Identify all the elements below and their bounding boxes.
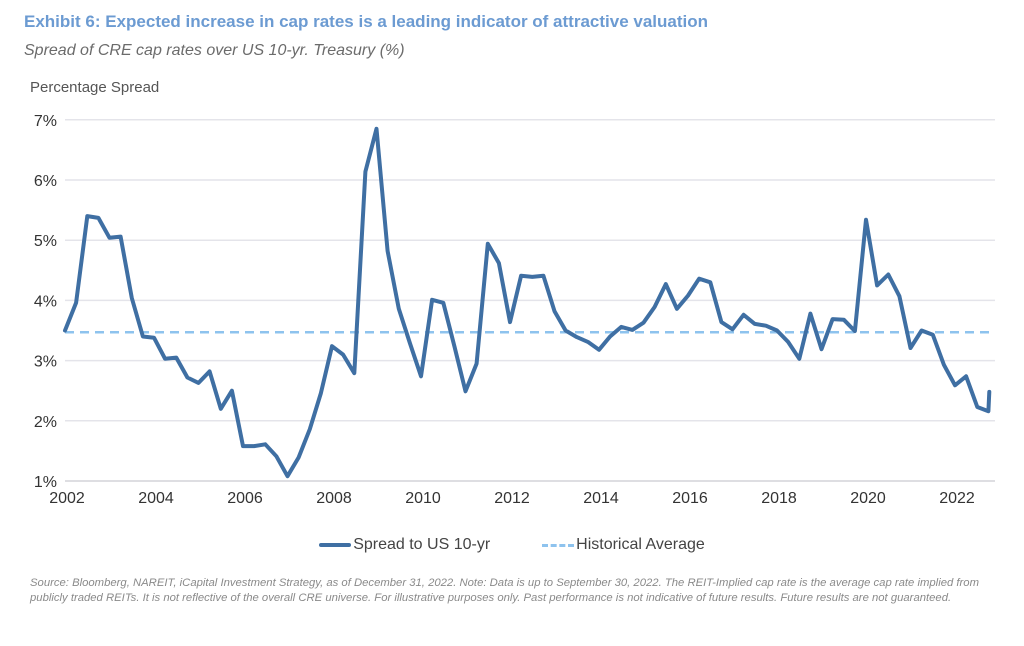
x-tick-label: 2010 [405,490,441,507]
x-tick-label: 2014 [583,490,619,507]
legend: Spread to US 10-yr Historical Average [0,536,1024,554]
y-tick-label: 4% [34,293,57,310]
legend-swatch-solid [319,543,352,547]
legend-label: Spread to US 10-yr [353,536,491,553]
legend-swatch-dashed [542,543,575,547]
spread-series-line [63,126,992,479]
x-tick-label: 2004 [138,490,174,507]
y-tick-label: 7% [34,113,57,130]
y-axis-label: Percentage Spread [30,79,160,96]
legend-item-average: Historical Average [542,536,705,554]
y-tick-label: 6% [34,173,57,190]
x-tick-label: 2006 [227,490,263,507]
legend-label: Historical Average [576,536,705,553]
source-footnote: Source: Bloomberg, NAREIT, iCapital Inve… [30,577,979,604]
y-tick-label: 3% [34,354,57,371]
x-tick-label: 2016 [672,490,708,507]
y-tick-label: 2% [34,414,57,431]
y-tick-label: 5% [34,233,57,250]
x-tick-label: 2002 [49,490,85,507]
x-tick-label: 2018 [761,490,797,507]
x-tick-label: 2020 [850,490,886,507]
chart-title: Exhibit 6: Expected increase in cap rate… [24,12,709,31]
x-tick-label: 2022 [939,490,975,507]
y-tick-label: 1% [34,474,57,491]
chart-subtitle: Spread of CRE cap rates over US 10-yr. T… [24,42,405,59]
x-tick-label: 2008 [316,490,352,507]
x-tick-label: 2012 [494,490,530,507]
legend-item-spread: Spread to US 10-yr [319,536,490,554]
line-chart: 1% 2% 3% 4% 5% 6% 7% 2002 2004 2006 2008 2010 2012 20… [34,113,995,507]
